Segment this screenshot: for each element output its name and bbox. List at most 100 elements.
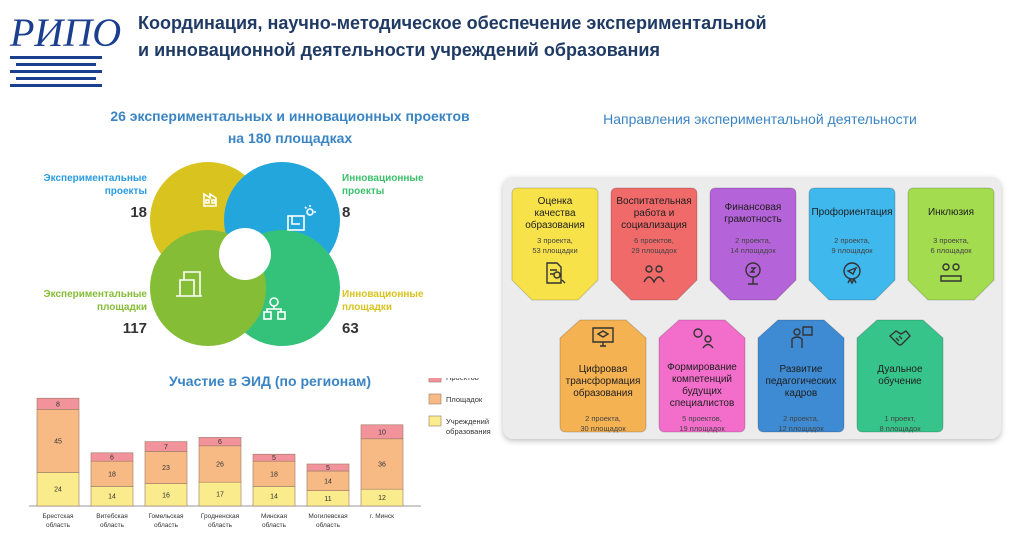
page-title: Координация, научно-методическое обеспеч… [138,10,898,64]
tile-title-line: Воспитательная [616,196,692,207]
tile-shape [511,187,599,301]
tile-title-line: специалистов [669,398,735,409]
bar-label: 18 [108,471,116,478]
tile-title: Воспитательная работа и социализация [612,196,696,232]
compass-icon [843,262,861,285]
gears-person-icon [693,328,714,349]
tile-title-line: Оценка [537,196,573,207]
category-label: Брестская [42,513,74,520]
tile-title-line: Профориентация [811,207,893,218]
bar-segment [144,451,188,484]
bar-label: 6 [218,439,222,446]
bar-segment [90,460,134,487]
tile-sub: 1 проект, 8 площадок [858,414,942,434]
tile-title-line: образования [573,388,633,399]
factory-icon [203,192,217,207]
category-label: область [100,521,125,529]
bar-label: 5 [272,455,276,462]
direction-tile: Развитие педагогических кадров 2 проекта, 12… [756,318,846,434]
tile-shape [559,319,647,433]
summary-label-line-2: проекты [342,186,385,197]
graduation-monitor-icon [592,327,614,347]
direction-tile: Цифровая трансформация образования 2 проект… [558,318,648,434]
document-search-icon [546,262,566,284]
tile-title-line: педагогических [765,376,837,387]
legend-swatch [428,378,442,383]
tile-sub-line: 30 площадок [580,424,626,433]
category-label: Гомельская [148,513,184,520]
tile-title: Профориентация [810,207,894,219]
tile-sub: 2 проекта, 14 площадок [711,236,795,256]
direction-tile: Дуальное обучение 1 проект, 8 площадок [855,318,945,434]
projects-circles [150,162,340,346]
tile-sub-line: 6 площадок [930,246,972,255]
tile-sub-line: 29 площадок [631,246,677,255]
tile-title-line: качества [534,208,576,219]
tile-title-line: Цифровая [578,364,628,375]
category-label: Могилевская [308,513,348,520]
bar-label: 6 [110,455,114,462]
bar-label: 14 [270,494,278,501]
tile-title-line: обучение [878,376,922,387]
tile-sub: 3 проекта, 53 площадки [513,236,597,256]
tile-title-line: кадров [784,388,818,399]
tile-title-line: грамотность [724,214,782,225]
bar-segment [90,452,134,462]
tile-shape [757,319,845,433]
direction-tile: Воспитательная работа и социализация 6 прое… [609,186,699,302]
bar-label: 23 [162,465,170,472]
tile-sub-line: 2 проекта, [585,414,621,423]
logo-text: РИПО [9,10,121,55]
tile-shape [856,319,944,433]
bar-label: 12 [378,495,386,502]
chart-title: Участие в ЭИД (по регионам) [168,373,372,389]
tile-sub-line: 19 площадок [679,424,725,433]
legend-swatch [428,415,442,427]
summary-label-line-1: Инновационные [342,289,424,300]
legend-swatch [428,393,442,405]
tile-sub-line: 6 проектов, [634,236,674,245]
summary-value: 18 [130,204,147,221]
tile-sub: 2 проекта, 9 площадок [810,236,894,256]
summary-value: 117 [122,320,147,337]
summary-label-line-1: Экспериментальные [43,289,147,300]
tile-shape [658,319,746,433]
tile-title: Финансовая грамотность [711,202,795,226]
bar-label: 7 [164,444,168,451]
tile-sub-line: 2 проекта, [735,236,771,245]
bar-segment [360,438,404,490]
tile-title-line: компетенций [671,374,733,385]
bar-label: 8 [56,401,60,408]
teacher-icon [791,326,813,348]
tile-shape [907,187,995,301]
direction-tile: Оценка качества образования 3 проекта, 53 пл… [510,186,600,302]
category-label: Витебская [96,512,128,520]
tile-title: Формирование компетенций будущих специалист… [660,362,744,410]
category-label: Гродненская [201,513,240,520]
summary-innovation-sites: Инновационные площадки 63 [342,288,454,337]
bar-label: 26 [216,462,224,469]
summary-label-line-1: Инновационные [342,173,424,184]
tile-title-line: трансформация [565,376,641,387]
direction-tile: Инклюзия 3 проекта, 6 площадок [906,186,996,302]
tile-title: Дуальное обучение [858,364,942,388]
summary-label-line-2: площадки [97,302,147,313]
tile-sub: 2 проекта, 30 площадок [561,414,645,434]
network-icon [263,297,286,320]
tile-sub-line: 8 площадок [879,424,921,433]
region-chart: 24458Брестскаяобласть14186Витебскаяоблас… [29,378,491,529]
ripo-logo: РИПО [8,6,123,90]
tile-title-line: Финансовая [724,202,782,213]
projects-heading: 26 экспериментальных и инновационных про… [60,105,520,149]
tile-shape [610,187,698,301]
category-label: Минская [261,513,287,520]
page-title-line-2: и инновационной деятельности учреждений … [138,40,660,60]
tile-sub-line: 53 площадки [532,246,578,255]
bar-label: 17 [216,492,224,499]
bar-label: 14 [108,494,116,501]
bar-label: 36 [378,462,386,469]
page-title-line-1: Координация, научно-методическое обеспеч… [138,13,767,33]
tile-title: Цифровая трансформация образования [561,364,645,400]
bar-segment [36,397,80,410]
legend-label: Площадок [446,395,483,404]
